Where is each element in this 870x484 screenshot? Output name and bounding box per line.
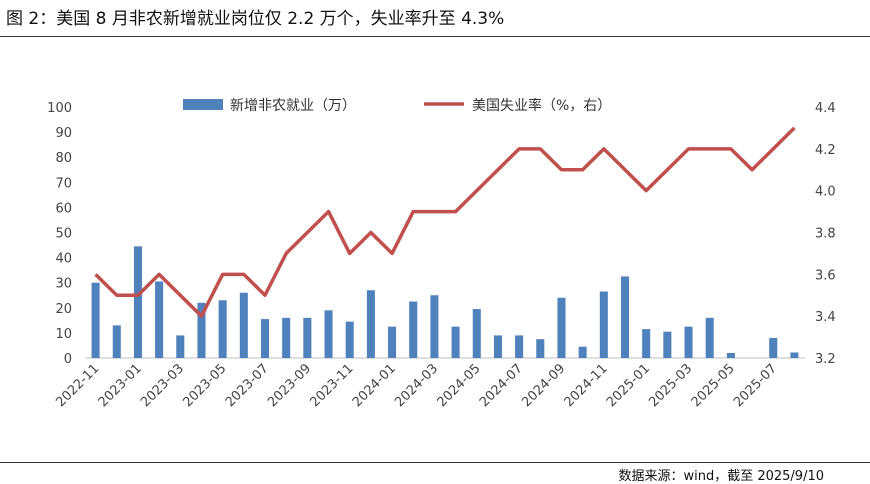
bar-2024-12 [620,276,630,358]
y-right-tick-label: 4.2 [815,143,836,158]
y-left-tick-label: 100 [47,101,72,116]
x-tick-label: 2025-07 [731,361,780,410]
x-tick-label: 2025-05 [689,361,738,410]
y-right-tick-label: 3.8 [815,227,836,242]
x-tick-label: 2023-09 [265,361,314,410]
y-left-tick-label: 10 [55,327,72,342]
bar-2025-02 [663,331,672,358]
bar-2023-12 [366,290,375,358]
y-axis-right: 3.2 3.4 3.6 3.8 4.0 4.2 4.4 [815,101,836,367]
y-right-tick-label: 3.4 [815,310,836,325]
bar-2024-11 [599,291,608,358]
y-right-tick-label: 4.4 [815,101,836,116]
y-axis-left: 0 10 20 30 40 50 60 70 80 90 100 [47,101,72,367]
x-tick-label: 2025-03 [646,361,695,410]
x-tick-label: 2025-01 [604,361,653,410]
bar-2024-10 [578,346,587,358]
x-tick-label: 2023-07 [223,361,272,410]
x-tick-label: 2023-01 [96,361,145,410]
bar-2023-06 [239,292,248,358]
y-left-tick-label: 70 [55,176,72,191]
bar-2024-07 [515,335,524,358]
bar-2023-05 [218,300,227,358]
x-tick-label: 2024-09 [519,361,568,410]
bar-2023-10 [324,310,333,358]
source-note: 数据来源：wind，截至 2025/9/10 [618,469,824,484]
x-tick-label: 2024-07 [477,361,526,410]
y-right-tick-label: 4.0 [815,185,836,200]
x-axis-ticks: 2022-112023-012023-032023-052023-072023-… [53,361,780,410]
bar-2023-09 [303,317,312,358]
bar-2024-04 [451,326,460,359]
bar-2025-04 [705,317,714,358]
bar-2023-04 [197,302,206,358]
bar-series [91,246,799,359]
y-left-tick-label: 30 [55,277,72,292]
legend-label-bar: 新增非农就业（万） [230,98,356,114]
bar-2025-01 [642,329,651,358]
bar-2024-06 [493,335,502,358]
bar-2024-08 [536,339,545,358]
bar-2025-03 [684,326,693,359]
x-tick-label: 2024-11 [562,361,611,410]
y-left-tick-label: 50 [55,227,72,242]
y-left-tick-label: 80 [55,151,72,166]
x-tick-label: 2022-11 [53,361,102,410]
y-right-tick-label: 3.6 [815,268,836,283]
y-left-tick-label: 90 [55,126,72,141]
x-tick-label: 2023-11 [308,361,357,410]
bar-2024-01 [388,326,397,359]
bar-2025-05 [726,352,735,358]
bar-2024-09 [557,297,566,358]
bar-2024-03 [430,295,439,358]
x-tick-label: 2024-03 [392,361,441,410]
x-tick-label: 2024-01 [350,361,399,410]
y-left-tick-label: 40 [55,252,72,267]
bar-2022-12 [112,325,121,358]
bar-2023-01 [133,246,142,358]
x-tick-label: 2023-03 [138,361,187,410]
x-tick-label: 2024-05 [435,361,484,410]
bar-2022-11 [91,282,100,358]
y-left-tick-label: 20 [55,302,72,317]
legend-label-line: 美国失业率（%，右） [472,97,611,114]
legend-swatch-bar [183,99,223,110]
chart-title: 图 2：美国 8 月非农新增就业岗位仅 2.2 万个，失业率升至 4.3% [6,9,505,29]
bar-2023-03 [176,335,185,358]
y-left-tick-label: 0 [64,352,72,367]
bar-2023-02 [155,281,164,358]
bar-2023-07 [260,319,270,358]
bottom-rule [0,462,870,463]
bar-2024-02 [409,301,418,358]
x-tick-label: 2023-05 [180,361,229,410]
bar-2023-11 [345,321,354,358]
bar-2024-05 [472,309,481,358]
top-rule [0,36,870,37]
bar-2025-08 [790,352,799,358]
unemployment-line [94,126,796,318]
y-right-tick-label: 3.2 [815,352,836,367]
bar-2023-08 [282,317,291,358]
bar-2025-07 [769,337,778,358]
y-left-tick-label: 60 [55,201,72,216]
legend: 新增非农就业（万） 美国失业率（%，右） [183,97,611,114]
